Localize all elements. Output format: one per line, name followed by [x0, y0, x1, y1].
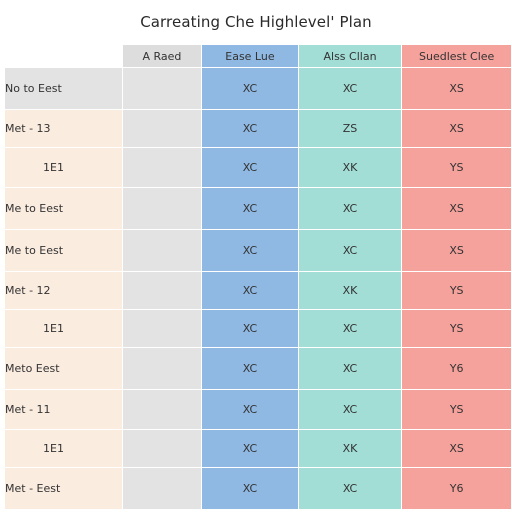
table-row: 1E1 XC XK YS [4, 147, 512, 188]
cell-ease-lue: XC [201, 67, 299, 110]
cell-suedlest-clee: XS [401, 429, 512, 468]
cell-ease-lue: XC [201, 147, 299, 188]
cell-ease-lue: XC [201, 389, 299, 430]
cell-suedlest-clee: YS [401, 389, 512, 430]
cell-a-raed [121, 389, 203, 430]
header-cell-a-raed: A Raed [121, 44, 203, 68]
table-row: Me to Eest XC XC XS [4, 187, 512, 230]
cell-alss-cllan: XK [297, 271, 403, 310]
row-label: 1E1 [4, 309, 123, 348]
cell-suedlest-clee: Y6 [401, 347, 512, 390]
cell-alss-cllan: XC [297, 347, 403, 390]
table-row: Meto Eest XC XC Y6 [4, 347, 512, 390]
cell-alss-cllan: XC [297, 187, 403, 230]
cell-ease-lue: XC [201, 429, 299, 468]
table-row: 1E1 XC XK XS [4, 429, 512, 468]
cell-a-raed [121, 147, 203, 188]
header-cell-ease-lue: Ease Lue [201, 44, 299, 68]
cell-ease-lue: XC [201, 467, 299, 510]
cell-ease-lue: XC [201, 109, 299, 148]
table-row: Met - 12 XC XK YS [4, 271, 512, 310]
table-row: Met - 13 XC ZS XS [4, 109, 512, 148]
cell-alss-cllan: XC [297, 389, 403, 430]
row-label: 1E1 [4, 429, 123, 468]
cell-suedlest-clee: Y6 [401, 467, 512, 510]
cell-suedlest-clee: YS [401, 309, 512, 348]
cell-alss-cllan: XK [297, 147, 403, 188]
table-row: 1E1 XC XC YS [4, 309, 512, 348]
cell-alss-cllan: XC [297, 309, 403, 348]
cell-a-raed [121, 271, 203, 310]
cell-ease-lue: XC [201, 347, 299, 390]
table-row: Me to Eest XC XC XS [4, 229, 512, 272]
table-row: Met - Eest XC XC Y6 [4, 467, 512, 510]
row-label: Met - 11 [4, 389, 123, 430]
row-label: No to Eest [4, 67, 123, 110]
row-label: 1E1 [4, 147, 123, 188]
row-label: Me to Eest [4, 229, 123, 272]
cell-alss-cllan: ZS [297, 109, 403, 148]
header-cell-alss-cllan: Alss Cllan [297, 44, 403, 68]
row-label: Met - 13 [4, 109, 123, 148]
header-cell-label [4, 44, 123, 68]
cell-ease-lue: XC [201, 229, 299, 272]
row-label: Met - 12 [4, 271, 123, 310]
cell-suedlest-clee: XS [401, 229, 512, 272]
cell-a-raed [121, 67, 203, 110]
cell-ease-lue: XC [201, 187, 299, 230]
cell-alss-cllan: XC [297, 467, 403, 510]
cell-a-raed [121, 309, 203, 348]
plan-table: A Raed Ease Lue Alss Cllan Suedlest Clee… [4, 44, 512, 510]
row-label: Met - Eest [4, 467, 123, 510]
cell-ease-lue: XC [201, 309, 299, 348]
cell-a-raed [121, 347, 203, 390]
page-title: Carreating Che Highlevel' Plan [140, 13, 372, 31]
table-row: No to Eest XC XC XS [4, 67, 512, 110]
table-row: Met - 11 XC XC YS [4, 389, 512, 430]
cell-suedlest-clee: XS [401, 187, 512, 230]
cell-a-raed [121, 109, 203, 148]
cell-a-raed [121, 187, 203, 230]
cell-suedlest-clee: YS [401, 271, 512, 310]
cell-alss-cllan: XK [297, 429, 403, 468]
cell-suedlest-clee: YS [401, 147, 512, 188]
table-header-row: A Raed Ease Lue Alss Cllan Suedlest Clee [4, 44, 512, 68]
cell-a-raed [121, 229, 203, 272]
cell-a-raed [121, 467, 203, 510]
cell-a-raed [121, 429, 203, 468]
cell-ease-lue: XC [201, 271, 299, 310]
cell-alss-cllan: XC [297, 229, 403, 272]
row-label: Meto Eest [4, 347, 123, 390]
cell-alss-cllan: XC [297, 67, 403, 110]
cell-suedlest-clee: XS [401, 109, 512, 148]
row-label: Me to Eest [4, 187, 123, 230]
header-cell-suedlest-clee: Suedlest Clee [401, 44, 512, 68]
cell-suedlest-clee: XS [401, 67, 512, 110]
